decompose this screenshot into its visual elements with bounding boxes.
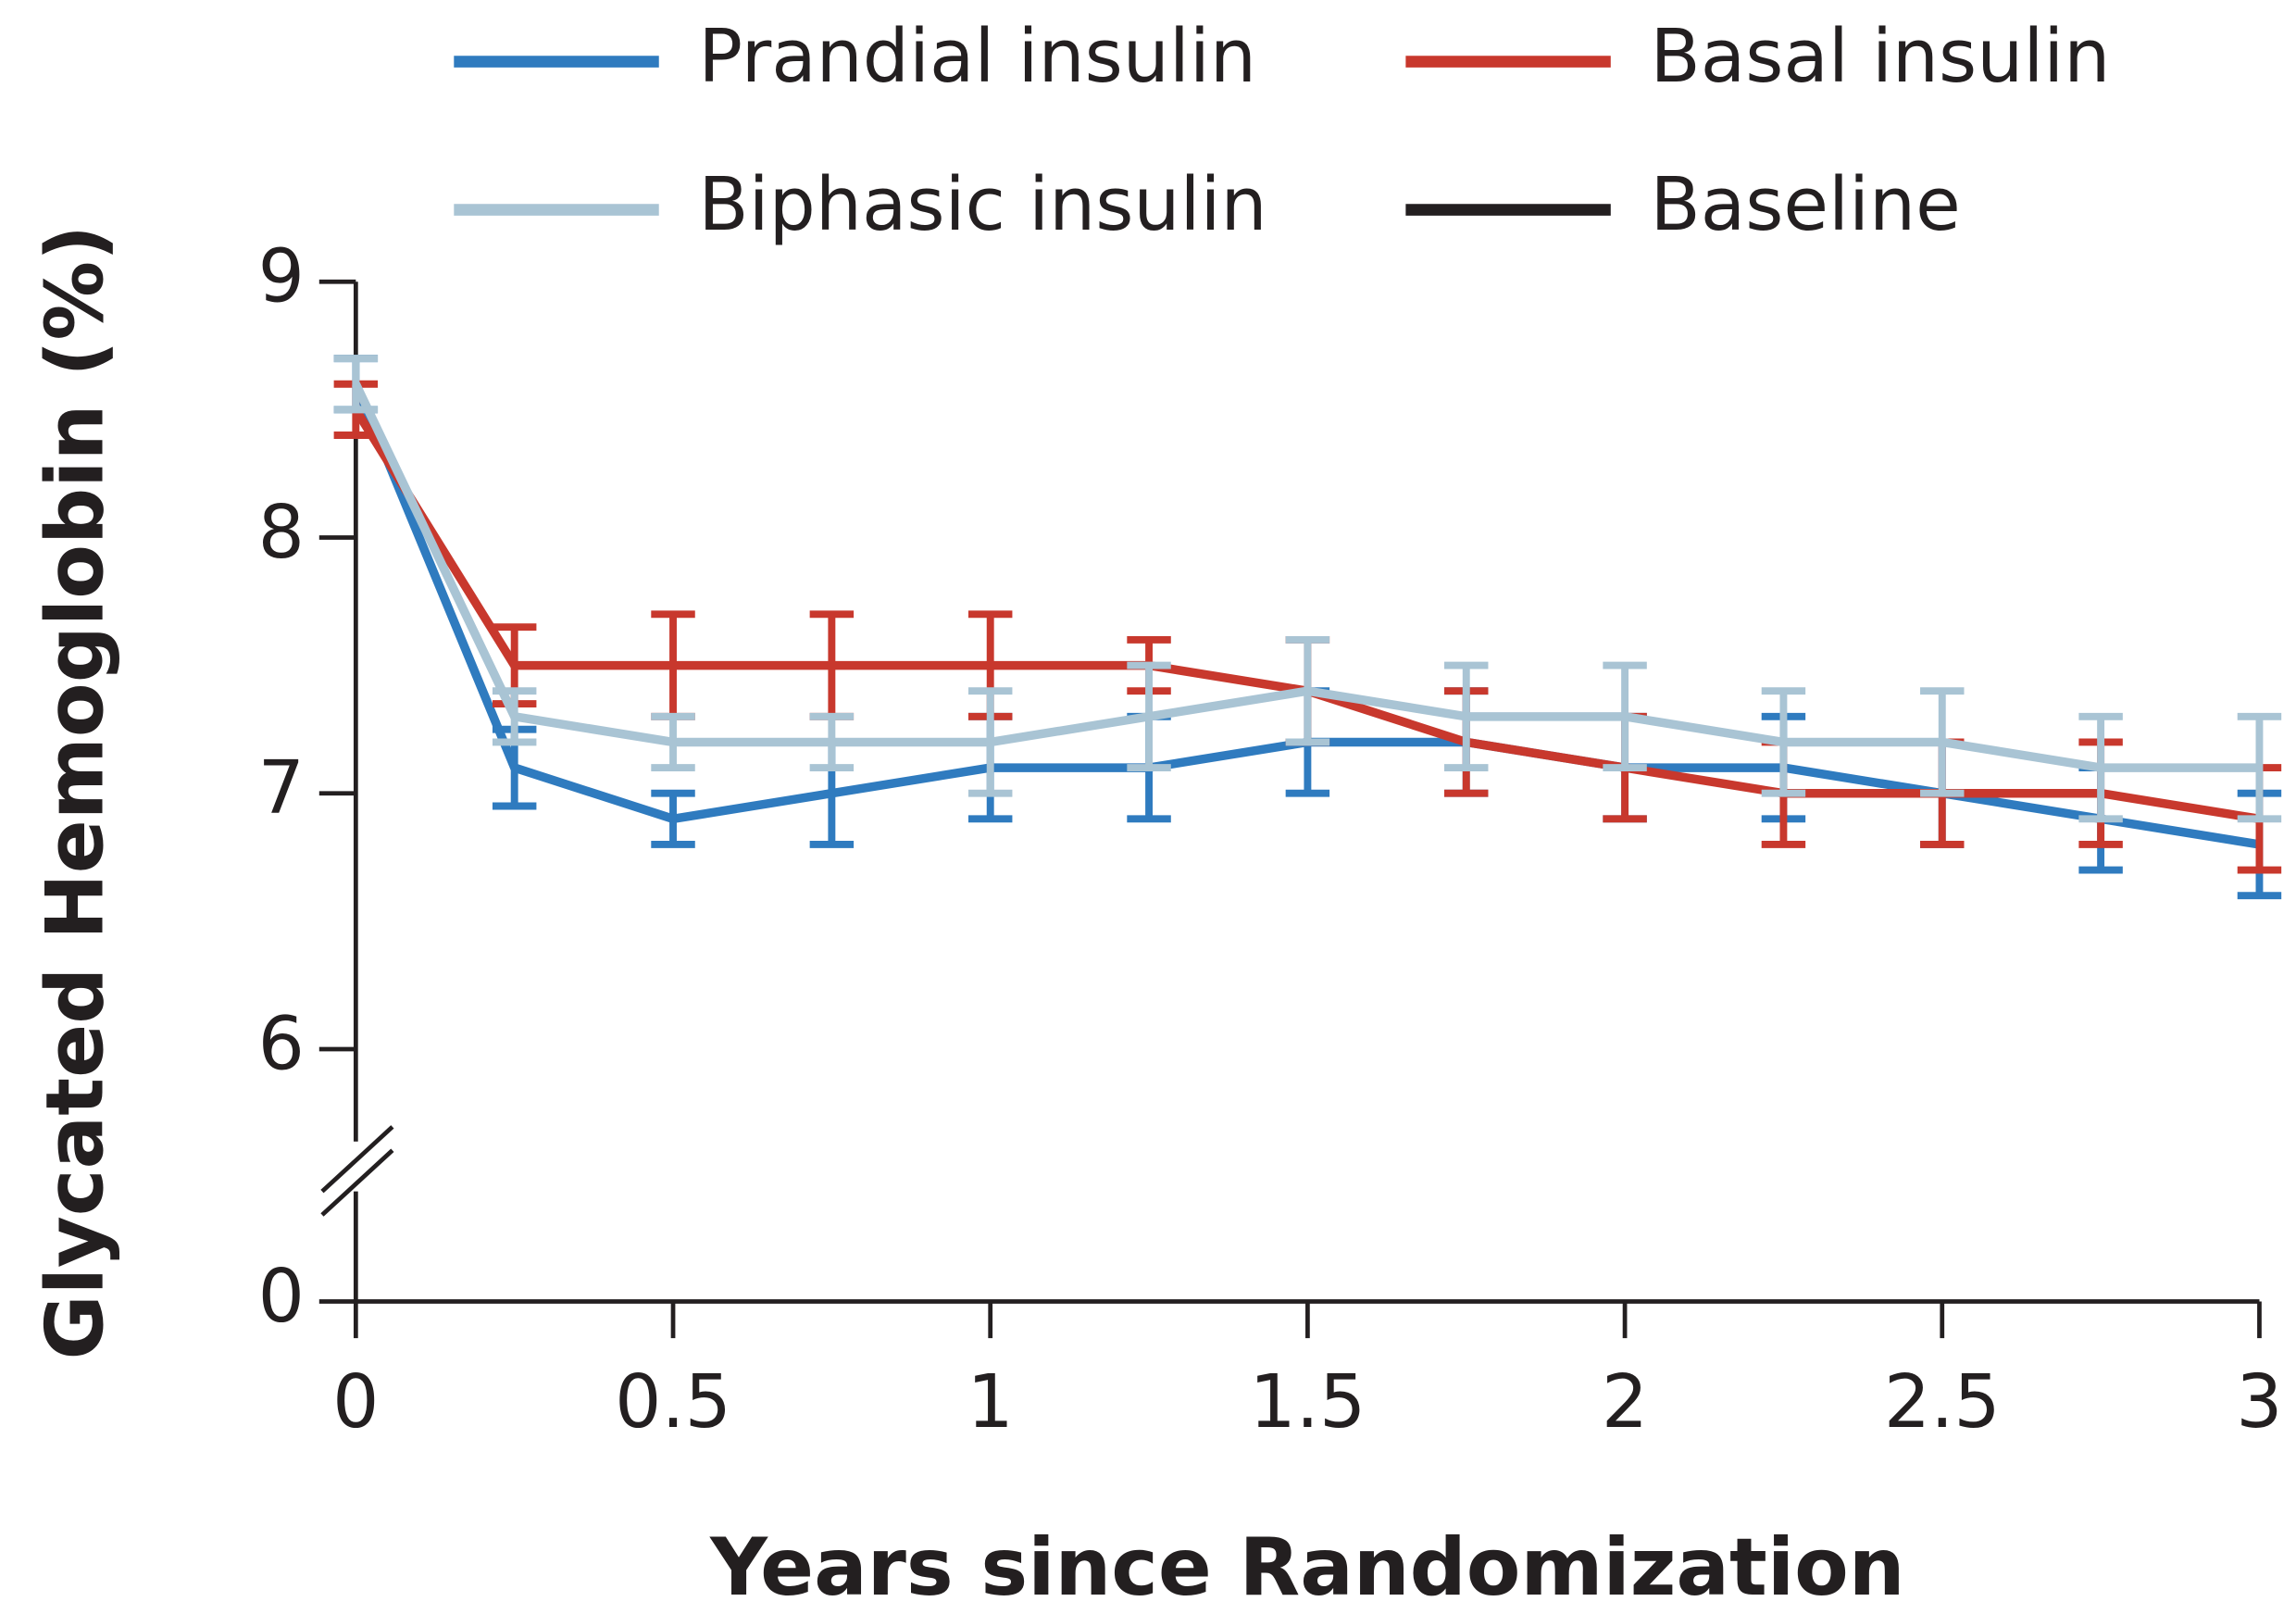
y-tick-label: 6 — [258, 1001, 305, 1086]
x-tick-label: 1 — [967, 1359, 1014, 1445]
error-bar — [2237, 712, 2282, 823]
axis-break — [320, 1125, 394, 1194]
error-bar — [2078, 712, 2123, 823]
legend-label: Prandial insulin — [698, 14, 1256, 99]
x-tick-label: 2 — [1602, 1359, 1648, 1445]
x-tick-label: 0 — [332, 1359, 379, 1445]
error-bar — [1127, 661, 1171, 772]
y-tick-label: 9 — [258, 234, 305, 319]
y-tick-label: 7 — [258, 745, 305, 831]
y-tick-label: 8 — [258, 490, 305, 575]
error-bar — [1920, 687, 1965, 797]
error-bar — [1285, 636, 1330, 746]
legend-label: Baseline — [1651, 162, 1961, 247]
error-bar — [333, 355, 379, 414]
x-axis-label: Years since Randomization — [709, 1522, 1904, 1614]
error-bar — [967, 687, 1013, 797]
y-axis-label: Glycated Hemoglobin (%) — [30, 225, 121, 1360]
x-tick-label: 2.5 — [1884, 1359, 2001, 1445]
error-bar — [1761, 687, 1806, 797]
x-tick-label: 3 — [2236, 1359, 2282, 1445]
x-tick-label: 1.5 — [1250, 1359, 1366, 1445]
legend-label: Basal insulin — [1651, 14, 2111, 99]
error-bar — [1444, 661, 1489, 772]
y-tick-label: 0 — [258, 1254, 305, 1339]
error-bar — [809, 712, 855, 772]
error-bar — [651, 712, 695, 772]
error-bar — [492, 687, 537, 746]
axis-break — [320, 1148, 394, 1217]
error-bar — [1603, 661, 1647, 772]
legend-label: Biphasic insulin — [698, 162, 1267, 247]
error-bar — [651, 789, 695, 848]
x-tick-label: 0.5 — [615, 1359, 731, 1445]
